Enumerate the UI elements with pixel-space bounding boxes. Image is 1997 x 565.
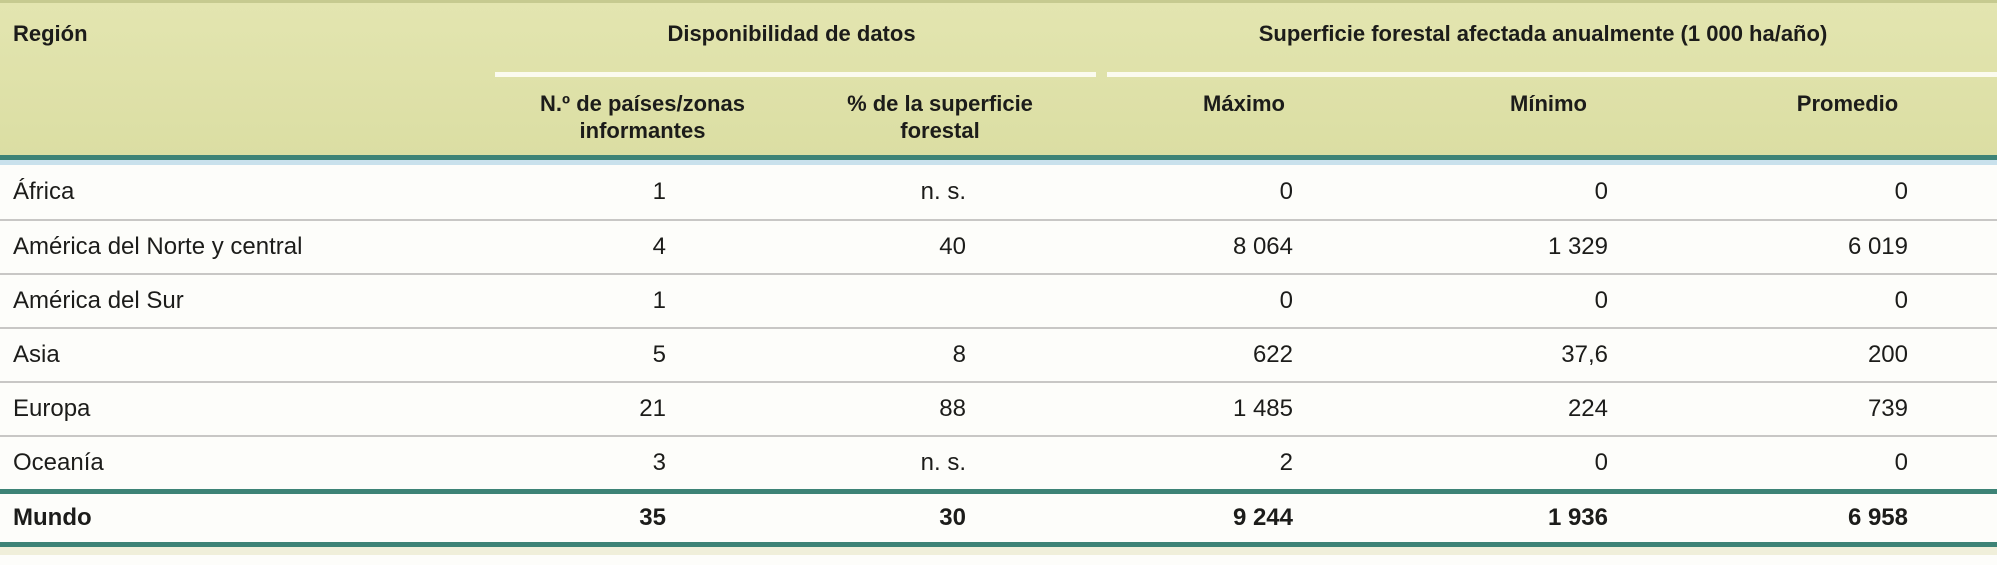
header-bottom-rule: [0, 155, 1997, 160]
column-group-affected-area: Superficie forestal afectada anualmente …: [1258, 21, 1828, 46]
minimum-cell: 0: [1594, 178, 1608, 205]
table-total-row: Mundo 35 30 9 244 1 936 6 958: [0, 494, 1997, 542]
maximum-cell: 0: [1279, 178, 1293, 205]
table-row: Asia 5 8 622 37,6 200: [0, 327, 1997, 381]
column-group-availability: Disponibilidad de datos: [667, 21, 916, 46]
region-cell: Asia: [13, 341, 60, 368]
average-cell: 6 958: [1847, 504, 1908, 531]
forest-percent-cell: 40: [939, 233, 966, 260]
forest-percent-cell: 30: [939, 504, 966, 531]
region-cell: Europa: [13, 395, 91, 422]
forest-percent-cell: 88: [939, 395, 966, 422]
forest-percent-cell: n. s.: [920, 449, 966, 476]
countries-cell: 1: [652, 178, 666, 205]
minimum-cell: 224: [1567, 395, 1608, 422]
countries-cell: 5: [652, 341, 666, 368]
column-header-region: Región: [13, 21, 88, 46]
minimum-cell: 0: [1594, 287, 1608, 314]
column-header-maximum: Máximo: [1203, 91, 1285, 116]
minimum-cell: 0: [1594, 449, 1608, 476]
table-row: Oceanía 3 n. s. 2 0 0: [0, 435, 1997, 489]
table-row: América del Norte y central 4 40 8 064 1…: [0, 219, 1997, 273]
table-row: Europa 21 88 1 485 224 739: [0, 381, 1997, 435]
region-cell: Oceanía: [13, 449, 104, 476]
minimum-cell: 1 329: [1547, 233, 1608, 260]
forest-percent-cell: 8: [952, 341, 966, 368]
average-cell: 0: [1894, 449, 1908, 476]
average-cell: 6 019: [1847, 233, 1908, 260]
countries-cell: 35: [639, 504, 666, 531]
header-accent-rule: [0, 160, 1997, 165]
countries-cell: 4: [652, 233, 666, 260]
countries-cell: 1: [652, 287, 666, 314]
footer-strip: [0, 547, 1997, 555]
average-cell: 200: [1867, 341, 1908, 368]
column-header-forest-percent: % de la superficie forestal: [847, 91, 1033, 143]
countries-cell: 3: [652, 449, 666, 476]
average-cell: 739: [1867, 395, 1908, 422]
region-cell: África: [13, 178, 75, 205]
maximum-cell: 8 064: [1232, 233, 1293, 260]
header-divider-line: [1107, 72, 1997, 77]
average-cell: 0: [1894, 178, 1908, 205]
column-header-average: Promedio: [1796, 91, 1899, 116]
forest-percent-cell: n. s.: [920, 178, 966, 205]
average-cell: 0: [1894, 287, 1908, 314]
maximum-cell: 9 244: [1232, 504, 1293, 531]
header-divider-line: [495, 72, 1096, 77]
minimum-cell: 37,6: [1561, 341, 1608, 368]
region-cell: Mundo: [13, 504, 92, 531]
table-row: África 1 n. s. 0 0 0: [0, 165, 1997, 219]
countries-cell: 21: [639, 395, 666, 422]
table-bottom-rule: [0, 542, 1997, 547]
maximum-cell: 0: [1279, 287, 1293, 314]
table-row: América del Sur 1 0 0 0: [0, 273, 1997, 327]
column-header-reporting-countries: N.º de países/zonas informantes: [540, 91, 745, 143]
maximum-cell: 1 485: [1232, 395, 1293, 422]
column-header-minimum: Mínimo: [1510, 91, 1587, 116]
maximum-cell: 622: [1252, 341, 1293, 368]
minimum-cell: 1 936: [1547, 504, 1608, 531]
region-cell: América del Sur: [13, 287, 184, 314]
table-header: Región Disponibilidad de datos Superfici…: [0, 0, 1997, 155]
region-cell: América del Norte y central: [13, 233, 303, 260]
total-top-rule: [0, 489, 1997, 494]
maximum-cell: 2: [1279, 449, 1293, 476]
